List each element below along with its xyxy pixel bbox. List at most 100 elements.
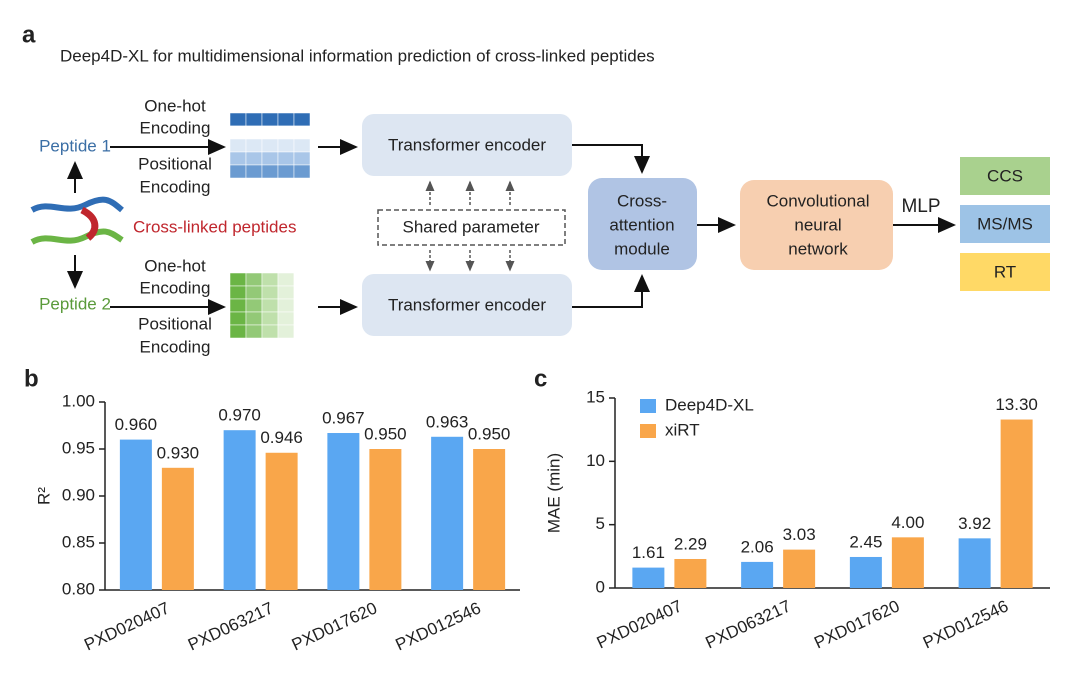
x-tick-label: PXD012546 <box>393 598 484 654</box>
y-tick-label: 1.00 <box>62 391 95 410</box>
bar <box>958 538 991 588</box>
heatmap-cell <box>245 138 263 153</box>
value-label: 0.930 <box>157 443 200 462</box>
heatmap-cell <box>261 272 279 287</box>
x-tick-label: PXD012546 <box>920 596 1011 652</box>
y-axis-label: R² <box>34 487 53 505</box>
x-tick-label: PXD063217 <box>185 598 276 654</box>
heatmap-cell <box>277 311 295 326</box>
peptide-2: Peptide 2 <box>39 294 111 313</box>
value-label: 3.92 <box>958 514 991 533</box>
value-label: 0.960 <box>115 415 158 434</box>
encoding-label: Positional <box>138 154 212 173</box>
value-label: 2.29 <box>674 534 707 553</box>
shared-arrows <box>425 180 515 272</box>
value-label: 0.950 <box>364 424 407 443</box>
heatmap-cell <box>261 285 279 300</box>
value-label: 4.00 <box>891 513 924 532</box>
bar <box>161 467 194 590</box>
x-tick-label: PXD063217 <box>703 596 794 652</box>
value-label: 0.967 <box>322 409 365 428</box>
heatmap-cell <box>229 164 247 179</box>
value-label: 1.61 <box>632 543 665 562</box>
cross-attention-label: attention <box>609 215 674 234</box>
arrow <box>572 274 650 308</box>
bar <box>891 537 924 588</box>
heatmap-cell <box>245 112 263 127</box>
bar <box>223 430 256 590</box>
y-tick-label: 0.95 <box>62 438 95 457</box>
diagram-title: Deep4D-XL for multidimensional informati… <box>60 46 655 65</box>
bar <box>431 436 464 590</box>
peptide-1: Peptide 1 <box>39 136 111 155</box>
legend-swatch <box>640 424 656 438</box>
heatmap-cell <box>261 112 279 127</box>
crosslink <box>80 206 99 241</box>
heatmap-cell <box>261 298 279 313</box>
value-label: 3.03 <box>783 525 816 544</box>
x-tick-label: PXD020407 <box>81 598 172 654</box>
value-label: 0.970 <box>218 406 261 425</box>
heatmap-cell <box>245 272 263 287</box>
heatmap-cell <box>229 138 247 153</box>
peptide-strand <box>30 228 124 245</box>
y-tick-label: 10 <box>586 451 605 470</box>
heatmap-cell <box>277 285 295 300</box>
y-tick-label: 0.85 <box>62 532 95 551</box>
value-label: 13.30 <box>995 395 1038 414</box>
encoding-label: Encoding <box>140 118 211 137</box>
y-tick-label: 5 <box>596 514 605 533</box>
heatmap-cell <box>261 151 279 166</box>
panel-label: c <box>534 365 547 392</box>
heatmap-cell <box>293 112 311 127</box>
shared-box <box>377 209 566 246</box>
heatmap-cell <box>229 125 247 140</box>
heatmap-cell <box>277 298 295 313</box>
heatmap-cell <box>261 324 279 339</box>
transformer-box <box>362 274 572 336</box>
heatmap-cell <box>245 151 263 166</box>
heatmap-cell <box>293 285 311 300</box>
heatmap-cell <box>277 164 295 179</box>
heatmap-cell <box>229 311 247 326</box>
bar <box>849 556 882 588</box>
heatmap-cell <box>293 298 311 313</box>
heatmap-cell <box>245 285 263 300</box>
heatmap-cell <box>293 151 311 166</box>
cnn-label: Convolutional <box>766 191 869 210</box>
transformer-box <box>362 114 572 176</box>
panel-label: b <box>24 365 39 392</box>
output-label: CCS <box>987 166 1023 185</box>
y-tick-label: 0.80 <box>62 579 95 598</box>
heatmap <box>229 272 311 339</box>
cnn-box <box>740 180 893 270</box>
heatmap-cell <box>293 164 311 179</box>
heatmap-cell <box>261 311 279 326</box>
y-tick-label: 15 <box>586 387 605 406</box>
encoding-label: Encoding <box>140 278 211 297</box>
heatmap-cell <box>245 324 263 339</box>
y-axis-label: MAE (min) <box>544 453 563 533</box>
x-tick-label: PXD020407 <box>594 596 685 652</box>
x-tick-label: PXD017620 <box>289 598 380 654</box>
panel-label: a <box>22 21 36 48</box>
heatmap-cell <box>229 298 247 313</box>
value-label: 0.963 <box>426 412 469 431</box>
heatmap-cell <box>293 272 311 287</box>
bar <box>473 449 506 590</box>
bar <box>369 449 402 590</box>
encoding-label: One-hot <box>144 96 206 115</box>
cross-attention-box <box>588 178 697 270</box>
encoding-label: Encoding <box>140 177 211 196</box>
heatmap-cell <box>261 164 279 179</box>
heatmap-cell <box>277 112 295 127</box>
heatmap-cell <box>277 324 295 339</box>
transformer-label: Transformer encoder <box>388 295 546 314</box>
y-tick-label: 0 <box>596 577 605 596</box>
y-tick-label: 0.90 <box>62 485 95 504</box>
cnn-label: neural <box>794 215 841 234</box>
legend-label: Deep4D-XL <box>665 395 754 414</box>
heatmap-cell <box>277 272 295 287</box>
heatmap-cell <box>293 311 311 326</box>
heatmap-cell <box>293 125 311 140</box>
